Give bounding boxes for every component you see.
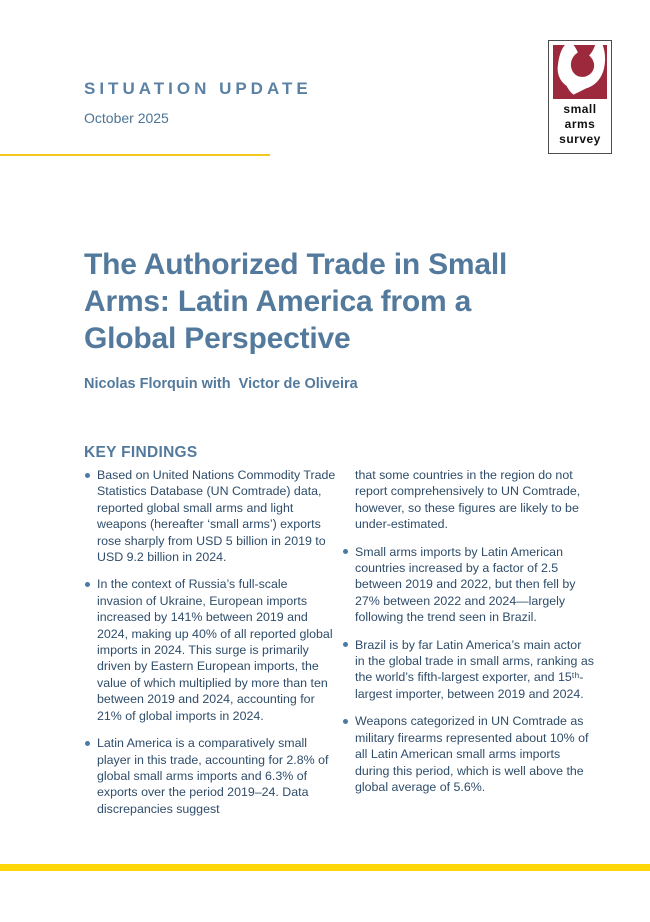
title-line-1: The Authorized Trade in Small	[84, 248, 508, 281]
document-title: The Authorized Trade in Small Arms: Lati…	[84, 246, 564, 357]
small-arms-survey-logo-icon	[553, 45, 607, 99]
finding-item: that some countries in the region do not…	[342, 467, 594, 533]
title-line-2: Arms: Latin America from a	[84, 285, 472, 318]
logo-word-arms: arms	[564, 117, 596, 131]
title-line-3: Global Perspective	[84, 322, 351, 355]
authors-byline: Nicolas Florquin with Victor de Oliveira	[84, 376, 358, 392]
bullet-dot-icon	[343, 642, 348, 648]
logo-word-small: small	[563, 102, 597, 116]
logo-wordmark: small arms survey	[559, 102, 601, 147]
bullet-dot-icon	[85, 740, 90, 746]
logo-word-survey: survey	[559, 132, 601, 146]
finding-text: Weapons categorized in UN Comtrade as mi…	[355, 714, 589, 794]
bullet-dot-icon	[343, 549, 348, 555]
key-findings-right-column: that some countries in the region do not…	[342, 467, 594, 806]
finding-text: Based on United Nations Commodity Trade …	[97, 468, 336, 565]
finding-text: Latin America is a comparatively small p…	[97, 736, 329, 816]
finding-item: Weapons categorized in UN Comtrade as mi…	[342, 713, 594, 795]
finding-text: that some countries in the region do not…	[355, 468, 581, 532]
key-findings-left-column: Based on United Nations Commodity Trade …	[84, 467, 336, 828]
finding-text: In the context of Russia’s full-scale in…	[97, 577, 333, 723]
finding-item: Based on United Nations Commodity Trade …	[84, 467, 336, 565]
bullet-dot-icon	[85, 472, 90, 478]
finding-text: Small arms imports by Latin American cou…	[355, 544, 576, 625]
finding-item: Latin America is a comparatively small p…	[84, 735, 336, 817]
finding-text: Brazil is by far Latin America’s main ac…	[355, 637, 594, 701]
finding-item: Small arms imports by Latin American cou…	[342, 544, 594, 626]
kicker-situation-update: SITUATION UPDATE	[84, 79, 312, 98]
bottom-yellow-accent-bar	[0, 864, 650, 871]
bullet-dot-icon	[85, 581, 90, 587]
small-arms-survey-logo: small arms survey	[548, 40, 612, 154]
key-findings-heading: KEY FINDINGS	[84, 444, 198, 461]
bullet-dot-icon	[343, 718, 348, 724]
top-yellow-divider	[0, 154, 270, 156]
issue-date: October 2025	[84, 110, 169, 126]
finding-item: Brazil is by far Latin America’s main ac…	[342, 637, 594, 703]
finding-item: In the context of Russia’s full-scale in…	[84, 576, 336, 724]
